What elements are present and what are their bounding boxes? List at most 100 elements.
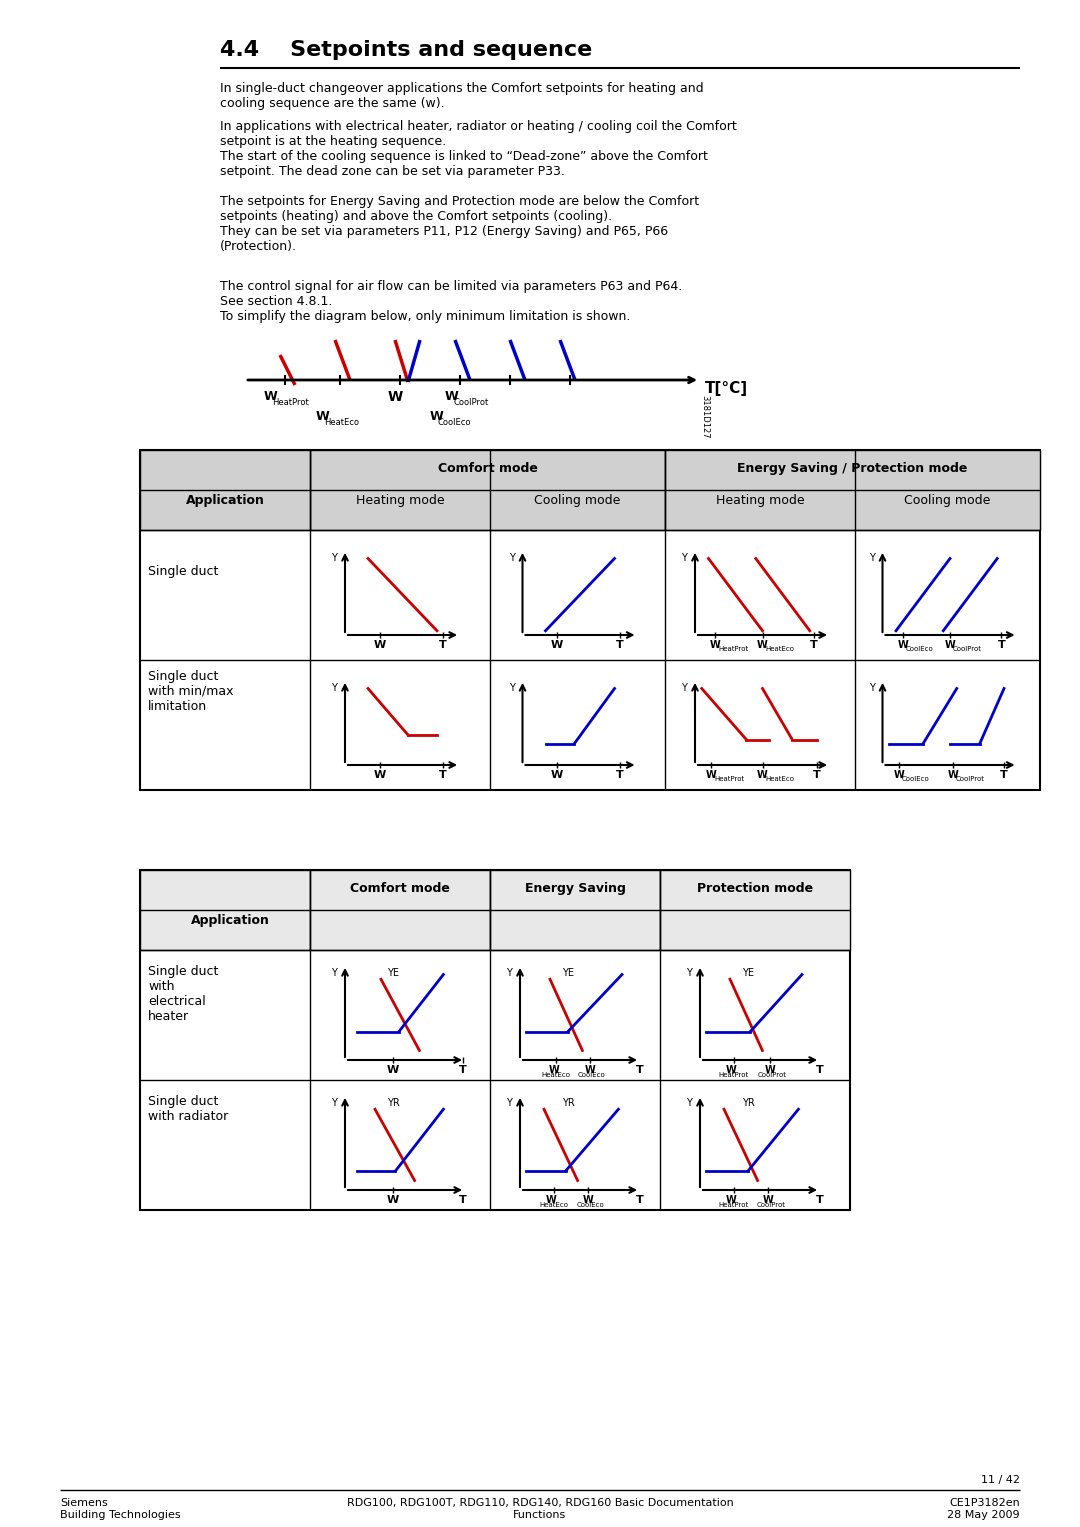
Text: 11 / 42: 11 / 42 [981,1475,1020,1484]
Text: W: W [430,411,444,423]
Text: CE1P3182en: CE1P3182en [949,1498,1020,1509]
Text: W: W [374,640,386,651]
Text: W: W [264,389,278,403]
Text: Energy Saving / Protection mode: Energy Saving / Protection mode [738,463,968,475]
Text: W: W [893,770,904,780]
Bar [140,450,310,530]
Text: Functions: Functions [513,1510,567,1519]
Text: W: W [897,640,908,651]
Text: W: W [374,770,386,780]
Text: Building Technologies: Building Technologies [60,1510,180,1519]
Text: W: W [583,1196,594,1205]
Text: CoolProt: CoolProt [956,776,985,782]
Text: CoolProt: CoolProt [757,1072,786,1078]
Text: HeatProt: HeatProt [272,399,309,408]
Text: T: T [459,1064,467,1075]
Text: W: W [726,1064,737,1075]
Text: Y: Y [507,968,512,977]
Text: T: T [636,1196,644,1205]
Text: 3181D127: 3181D127 [700,395,708,438]
Text: In applications with electrical heater, radiator or heating / cooling coil the C: In applications with electrical heater, … [220,121,737,179]
Text: T: T [636,1064,644,1075]
Text: Comfort mode: Comfort mode [350,883,450,895]
Text: T: T [617,640,624,651]
Text: W: W [945,640,956,651]
Text: YE: YE [562,968,573,977]
Text: Single duct
with
electrical
heater: Single duct with electrical heater [148,965,218,1023]
Text: Cooling mode: Cooling mode [535,495,621,507]
Text: W: W [757,640,768,651]
Text: HeatProt: HeatProt [718,1202,748,1208]
Text: Heating mode: Heating mode [716,495,805,507]
Text: The setpoints for Energy Saving and Protection mode are below the Comfort
setpoi: The setpoints for Energy Saving and Prot… [220,195,699,253]
Text: CoolProt: CoolProt [953,646,982,652]
Text: Y: Y [509,553,514,563]
Text: HeatProt: HeatProt [714,776,744,782]
Text: YR: YR [387,1098,400,1109]
Text: T: T [438,640,447,651]
Bar [660,870,850,950]
Text: W: W [549,1064,559,1075]
Text: Heating mode: Heating mode [355,495,444,507]
Text: RDG100, RDG100T, RDG110, RDG140, RDG160 Basic Documentation: RDG100, RDG100T, RDG110, RDG140, RDG160 … [347,1498,733,1509]
Text: W: W [387,1196,400,1205]
Text: Y: Y [686,1098,692,1109]
Text: Y: Y [332,683,337,693]
Text: T: T [459,1196,467,1205]
Text: W: W [388,389,403,405]
Text: YR: YR [562,1098,575,1109]
Text: W: W [545,1196,556,1205]
Text: W: W [706,770,716,780]
Text: W: W [387,1064,400,1075]
Text: W: W [551,640,563,651]
Text: W: W [710,640,720,651]
Text: CoolEco: CoolEco [906,646,933,652]
Text: W: W [947,770,958,780]
Bar [140,870,850,1209]
Bar [665,450,1040,530]
Text: 4.4    Setpoints and sequence: 4.4 Setpoints and sequence [220,40,592,60]
Text: W: W [765,1064,775,1075]
Text: Single duct
with radiator: Single duct with radiator [148,1095,228,1122]
Text: W: W [445,389,459,403]
Text: Y: Y [868,553,875,563]
Text: HeatProt: HeatProt [718,646,748,652]
Text: Y: Y [332,1098,337,1109]
Text: T: T [438,770,447,780]
Text: W: W [757,770,768,780]
Text: T: T [1000,770,1008,780]
Text: Y: Y [681,683,687,693]
Text: W: W [551,770,563,780]
Text: T: T [998,640,1005,651]
Text: W: W [316,411,329,423]
Text: Application: Application [190,915,269,927]
Text: CoolProt: CoolProt [756,1202,785,1208]
Bar [310,870,490,950]
Text: W: W [584,1064,595,1075]
Text: W: W [764,1196,773,1205]
Text: T: T [812,770,821,780]
Text: CoolEco: CoolEco [578,1072,606,1078]
Text: Comfort mode: Comfort mode [437,463,538,475]
Text: CoolProt: CoolProt [453,399,488,408]
Text: The control signal for air flow can be limited via parameters P63 and P64.
See s: The control signal for air flow can be l… [220,279,683,324]
Bar [140,870,310,950]
Bar [310,450,665,530]
Text: HeatEco: HeatEco [766,646,795,652]
Text: Protection mode: Protection mode [697,883,813,895]
Bar [490,870,660,950]
Text: Y: Y [509,683,514,693]
Text: T: T [810,640,818,651]
Text: 28 May 2009: 28 May 2009 [947,1510,1020,1519]
Bar [140,450,1040,789]
Text: HeatProt: HeatProt [718,1072,748,1078]
Text: YR: YR [742,1098,755,1109]
Text: T: T [816,1196,824,1205]
Text: Application: Application [186,495,265,507]
Text: T[°C]: T[°C] [705,380,748,395]
Text: YE: YE [387,968,399,977]
Text: T: T [617,770,624,780]
Text: CoolEco: CoolEco [902,776,930,782]
Text: Energy Saving: Energy Saving [525,883,625,895]
Text: CoolEco: CoolEco [577,1202,605,1208]
